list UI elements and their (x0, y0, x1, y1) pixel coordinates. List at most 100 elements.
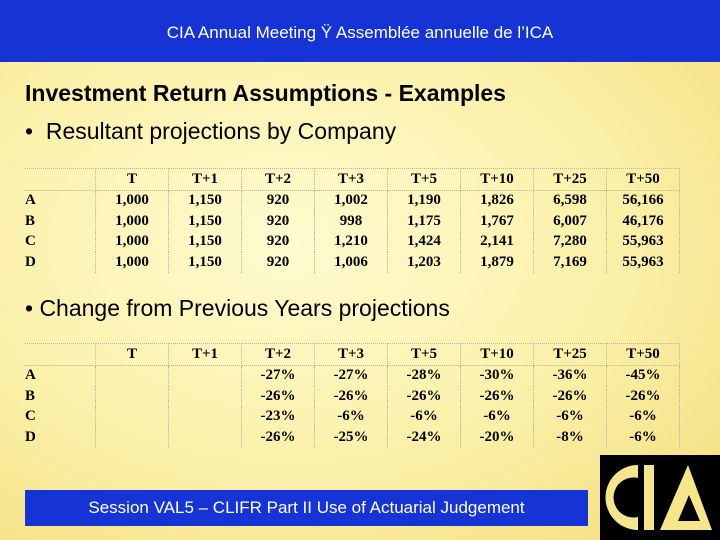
table-cell: -26% (314, 386, 388, 407)
table-cell: 55,963 (606, 252, 680, 273)
header-cell: T+3 (314, 168, 388, 191)
table-cell: 6,007 (533, 211, 607, 232)
logo-i (644, 465, 654, 530)
row-label: B (25, 386, 96, 407)
table-cell: -8% (533, 427, 607, 448)
change-table: T T+1 T+2 T+3 T+5 T+10 T+25 T+50 A -27% -27% -28% -3… (25, 343, 680, 448)
table-cell: -27% (241, 365, 315, 386)
table-cell: 920 (241, 211, 315, 232)
table-cell: 1,767 (460, 211, 534, 232)
row-label: B (25, 211, 96, 232)
header-cell (25, 168, 96, 191)
table-cell: -6% (387, 406, 461, 427)
table-row: C -23% -6% -6% -6% -6% -6% (25, 406, 680, 427)
table-cell: 1,826 (460, 190, 534, 211)
table-cell (95, 365, 169, 386)
header-cell: T+5 (387, 343, 461, 366)
header-cell: T (95, 343, 169, 366)
table-cell: 1,000 (95, 190, 169, 211)
bullet: • Resultant projections by Company (25, 118, 397, 144)
table-cell: 1,175 (387, 211, 461, 232)
header-cell: T+25 (533, 168, 607, 191)
header-cell: T+25 (533, 343, 607, 366)
table-cell: -26% (606, 386, 680, 407)
table-row: B -26% -26% -26% -26% -26% -26% (25, 386, 680, 407)
table-cell: 998 (314, 211, 388, 232)
header-row: T T+1 T+2 T+3 T+5 T+10 T+25 T+50 (25, 168, 680, 191)
row-label: D (25, 427, 96, 448)
slide-title: Investment Return Assumptions - Examples (25, 80, 506, 106)
projection-table: T T+1 T+2 T+3 T+5 T+10 T+25 T+50 A 1,000 1,150 920 1… (25, 168, 680, 273)
table-cell (95, 406, 169, 427)
table-cell: 1,424 (387, 231, 461, 252)
table-cell: -26% (241, 386, 315, 407)
table-cell: 46,176 (606, 211, 680, 232)
header-cell: T+2 (241, 343, 315, 366)
table-cell: -27% (314, 365, 388, 386)
table-row: D 1,000 1,150 920 1,006 1,203 1,879 7,169 55,963 (25, 252, 680, 273)
header-cell: T+10 (460, 343, 534, 366)
row-label: A (25, 365, 96, 386)
table-cell (168, 406, 242, 427)
table-row: B 1,000 1,150 920 998 1,175 1,767 6,007 46,176 (25, 211, 680, 232)
table-cell: -26% (460, 386, 534, 407)
table-cell (95, 386, 169, 407)
table-cell: 1,150 (168, 190, 242, 211)
table-cell: 1,879 (460, 252, 534, 273)
table-cell: -6% (606, 406, 680, 427)
header-cell: T+1 (168, 343, 242, 366)
table-cell: -6% (314, 406, 388, 427)
table-cell (168, 365, 242, 386)
header-cell: T+2 (241, 168, 315, 191)
header-cell: T+3 (314, 343, 388, 366)
table-cell: -25% (314, 427, 388, 448)
row-label: A (25, 190, 96, 211)
table-cell: 1,150 (168, 231, 242, 252)
table-cell: -28% (387, 365, 461, 386)
table-cell: 1,203 (387, 252, 461, 273)
table-cell: 920 (241, 231, 315, 252)
table-row: A 1,000 1,150 920 1,002 1,190 1,826 6,598 56,166 (25, 190, 680, 211)
table-cell: 1,006 (314, 252, 388, 273)
table-cell (168, 427, 242, 448)
header-cell: T+50 (606, 343, 680, 366)
table-cell: 920 (241, 190, 315, 211)
table-cell: -6% (606, 427, 680, 448)
header-cell: T+1 (168, 168, 242, 191)
table-cell: 1,150 (168, 252, 242, 273)
table-cell: 1,000 (95, 231, 169, 252)
header-cell: T+5 (387, 168, 461, 191)
header-cell: T+50 (606, 168, 680, 191)
table-cell (168, 386, 242, 407)
table-cell: -36% (533, 365, 607, 386)
table-cell: -30% (460, 365, 534, 386)
table-cell: 1,210 (314, 231, 388, 252)
table-cell: 1,190 (387, 190, 461, 211)
logo-c (605, 465, 638, 530)
table-cell: -23% (241, 406, 315, 427)
logo (600, 455, 720, 540)
table-cell: -20% (460, 427, 534, 448)
table-cell: -26% (387, 386, 461, 407)
table-row: D -26% -25% -24% -20% -8% -6% (25, 427, 680, 448)
table-cell: 1,000 (95, 252, 169, 273)
table-cell: -45% (606, 365, 680, 386)
table-cell: 7,169 (533, 252, 607, 273)
header-cell (25, 343, 96, 366)
header-bar: CIA Annual Meeting Ÿ Assemblée annuelle … (0, 0, 720, 62)
header-cell: T (95, 168, 169, 191)
table-cell: -26% (241, 427, 315, 448)
table-cell: -6% (460, 406, 534, 427)
table-cell: 56,166 (606, 190, 680, 211)
table-cell: 920 (241, 252, 315, 273)
table-cell: -24% (387, 427, 461, 448)
table-row: A -27% -27% -28% -30% -36% -45% (25, 365, 680, 386)
table-row: C 1,000 1,150 920 1,210 1,424 2,141 7,280 55,963 (25, 231, 680, 252)
table-cell: -26% (533, 386, 607, 407)
bullet: • Change from Previous Years projections (25, 295, 450, 321)
table-cell: 1,002 (314, 190, 388, 211)
header-cell: T+10 (460, 168, 534, 191)
table-cell: 7,280 (533, 231, 607, 252)
table-cell: 1,000 (95, 211, 169, 232)
